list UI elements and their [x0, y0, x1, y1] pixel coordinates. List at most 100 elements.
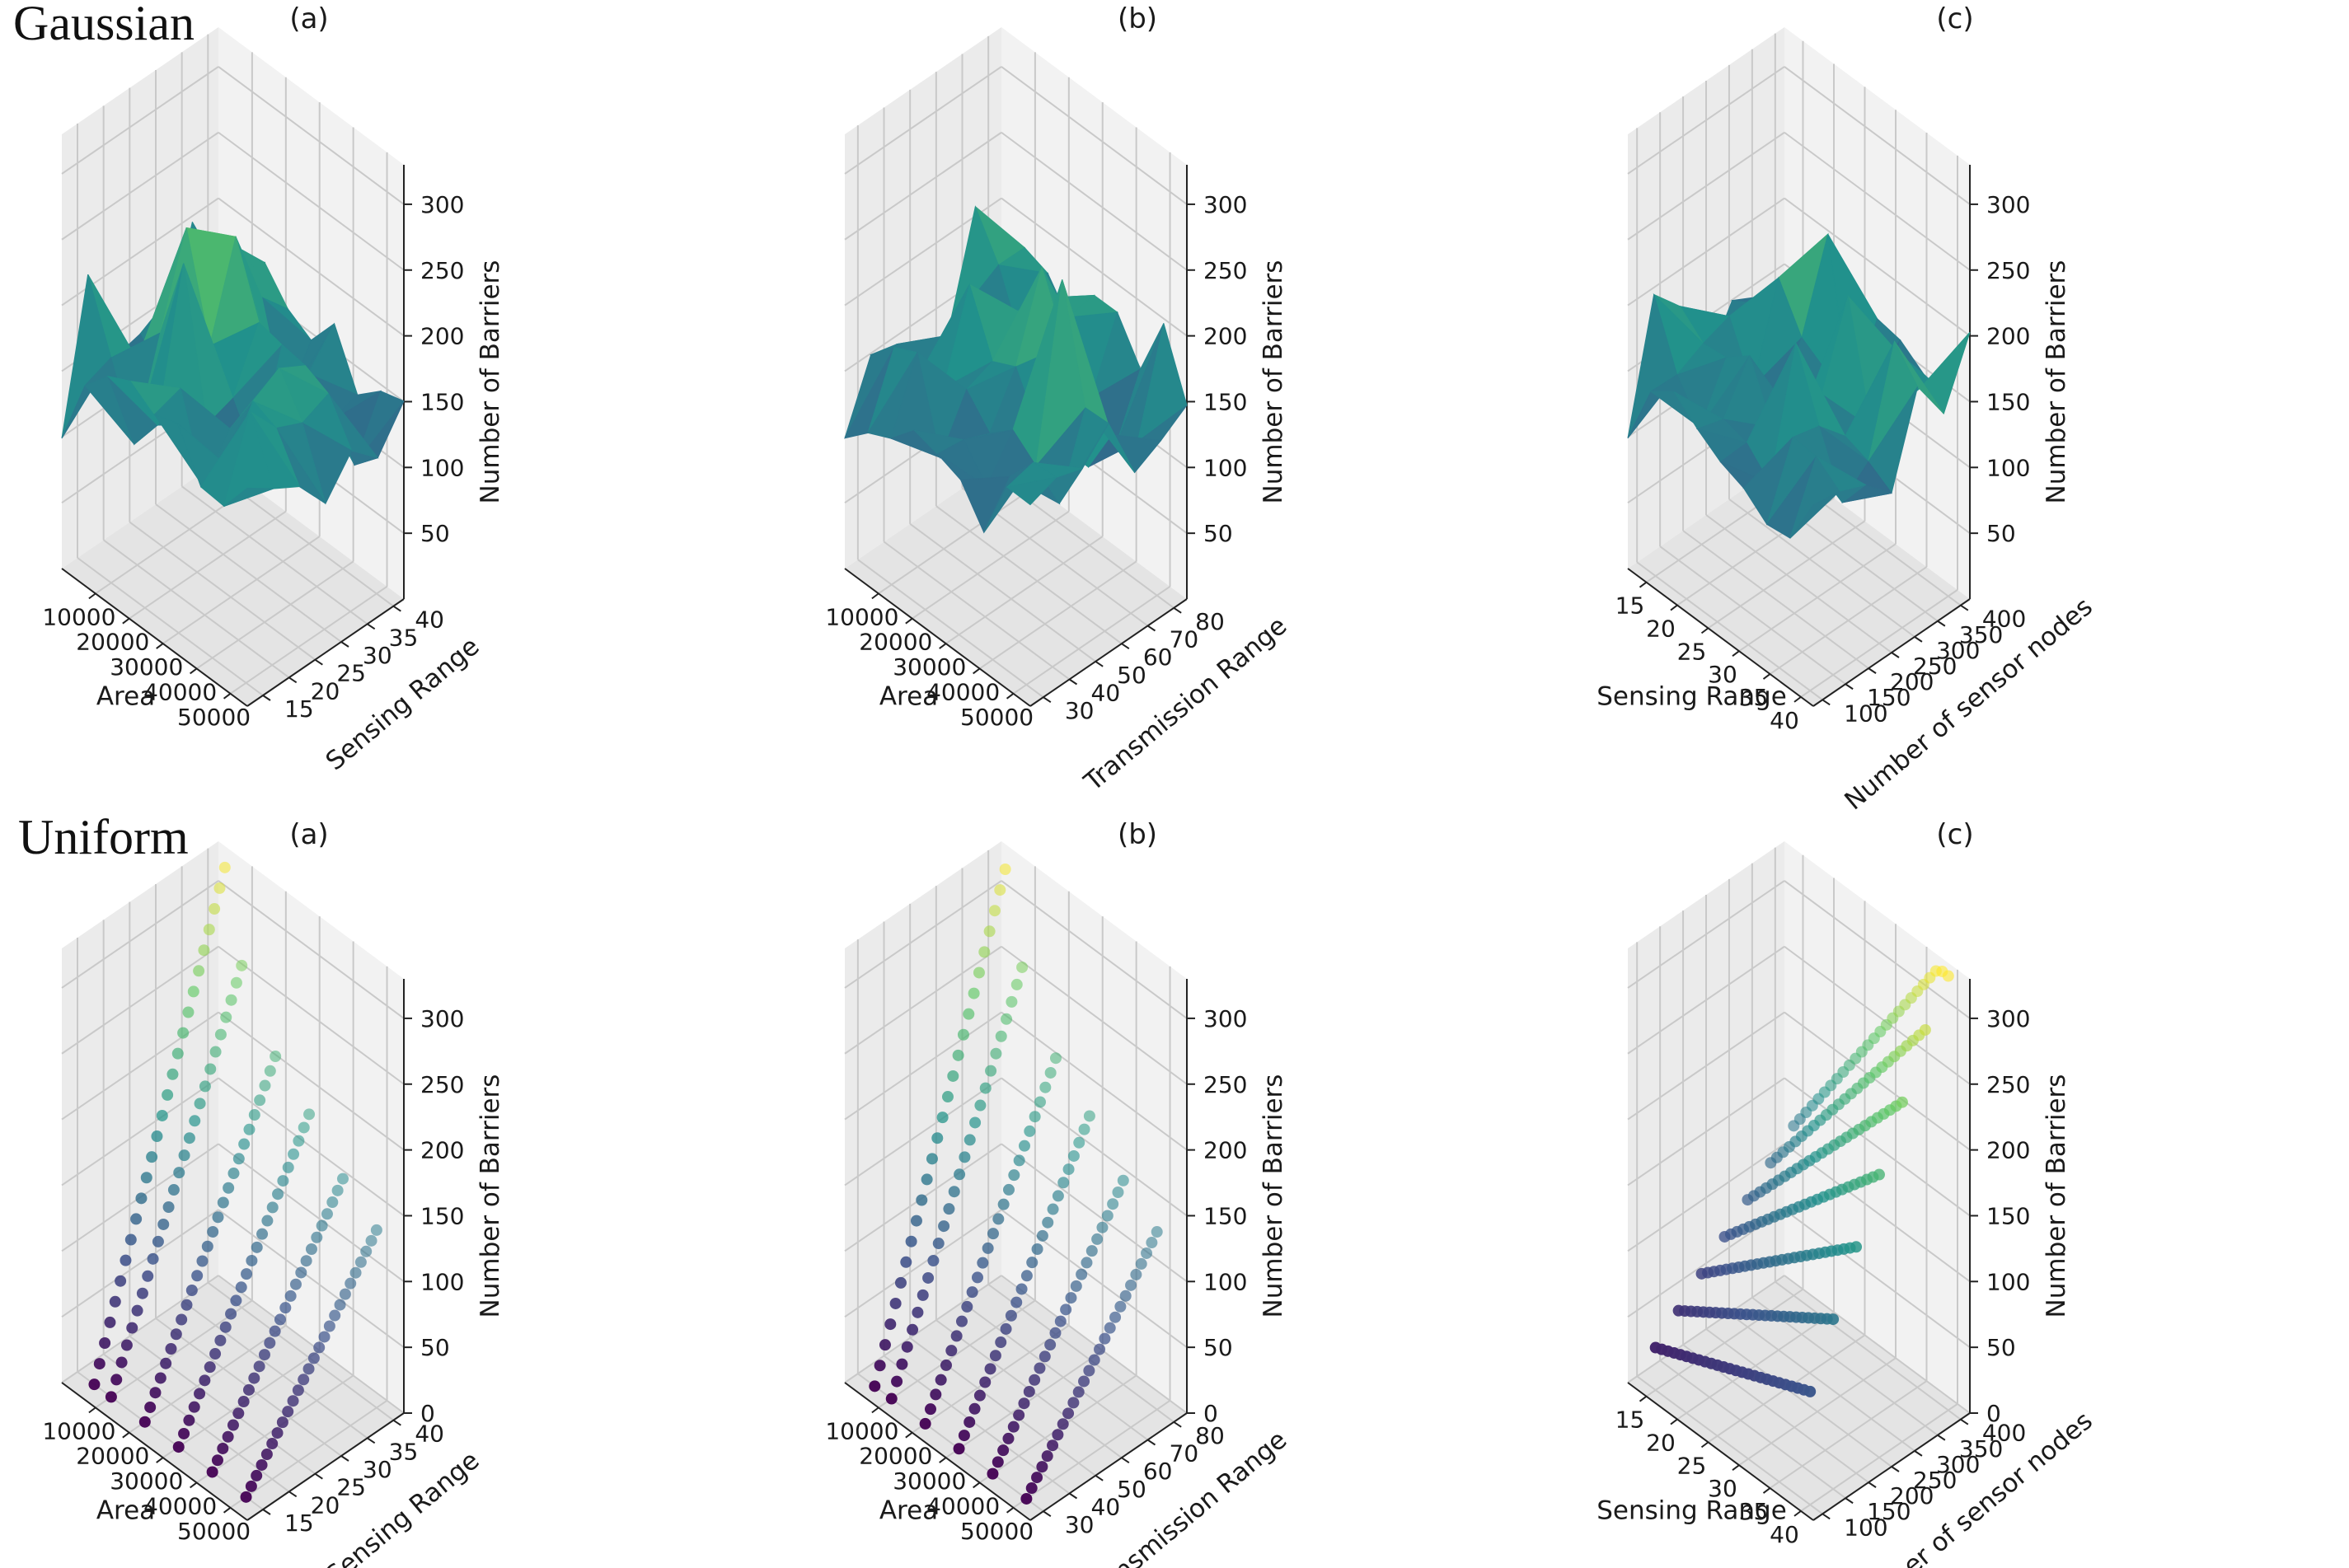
data-point	[1024, 1125, 1036, 1137]
y-tick	[1173, 607, 1182, 614]
data-point	[142, 1270, 154, 1282]
y-tick-label: 40	[1091, 680, 1121, 707]
z-tick-label: 100	[1203, 454, 1247, 481]
gridline-z	[218, 1011, 405, 1151]
y-tick	[1868, 1481, 1877, 1488]
data-point	[298, 1374, 310, 1386]
z-tick-label: 300	[1203, 191, 1247, 218]
x-tick-label: 25	[1677, 638, 1707, 665]
data-point	[258, 1349, 270, 1361]
x-tick	[905, 1431, 913, 1439]
data-point	[921, 1173, 933, 1186]
x-tick-label: 30000	[110, 653, 183, 681]
y-tick-label: 30	[363, 642, 392, 669]
x-tick-label: 30	[1708, 1475, 1737, 1502]
z-tick-label: 50	[1986, 520, 2016, 547]
x-tick-label: 15	[1615, 1407, 1645, 1434]
data-point	[176, 1313, 188, 1326]
data-point	[1023, 1385, 1035, 1397]
y-tick	[1043, 1510, 1052, 1517]
z-tick-label: 100	[1203, 1268, 1247, 1295]
y-tick-label: 100	[1844, 1514, 1887, 1541]
data-point	[932, 1238, 945, 1250]
data-point	[136, 1287, 148, 1299]
data-point	[935, 1374, 947, 1386]
data-point	[879, 1339, 891, 1351]
data-point	[245, 1480, 257, 1492]
y-tick-label: 25	[336, 660, 366, 687]
x-tick	[1639, 1395, 1648, 1402]
gridline-z	[1784, 1011, 1971, 1151]
data-point	[1034, 1096, 1046, 1108]
y-tick	[1845, 683, 1854, 690]
data-point	[182, 1006, 195, 1018]
y-tick	[1845, 1497, 1854, 1505]
gridline-x	[912, 1324, 1070, 1434]
y-tick	[367, 623, 376, 630]
data-point	[1062, 1407, 1075, 1420]
gridline-x	[229, 1399, 388, 1509]
gridline-y	[181, 485, 368, 625]
data-point	[334, 1299, 346, 1311]
z-tick-label: 100	[420, 454, 464, 481]
x-tick-label: 35	[1739, 684, 1769, 711]
data-point	[964, 1416, 976, 1428]
y-tick-label: 40	[415, 606, 444, 634]
gridline-z	[1784, 197, 1971, 337]
data-point	[1029, 1374, 1041, 1386]
x-tick-label: 40000	[143, 1492, 217, 1519]
data-point	[302, 1363, 315, 1375]
data-point	[966, 1286, 978, 1299]
data-point	[191, 1270, 204, 1282]
data-point	[189, 1115, 201, 1127]
data-point	[1000, 1322, 1012, 1335]
data-point	[1065, 1292, 1077, 1304]
data-point	[984, 1363, 996, 1375]
data-point	[209, 1348, 222, 1360]
data-point	[183, 1414, 195, 1426]
y-axis-line	[1029, 1412, 1188, 1521]
data-point	[1039, 1081, 1052, 1093]
gridline-z	[61, 945, 219, 1055]
data-point	[251, 1469, 263, 1481]
data-point	[927, 1254, 940, 1266]
y-tick	[1068, 678, 1078, 686]
panel-label: (a)	[289, 2, 328, 35]
gridline-y	[77, 557, 264, 696]
data-point	[894, 1276, 907, 1289]
gridline-z	[844, 131, 1002, 241]
gridline-y	[909, 523, 1096, 662]
x-tick-label: 10000	[42, 1417, 115, 1444]
data-point	[930, 1388, 942, 1401]
data-point	[1130, 1268, 1142, 1280]
z-axis-label: Number of Barriers	[1259, 1074, 1288, 1318]
data-point	[1016, 961, 1029, 973]
y-tick-label: 25	[336, 1474, 366, 1501]
data-point	[292, 1384, 304, 1397]
x-tick-label: 40000	[926, 678, 1000, 705]
gridline-z	[218, 880, 405, 1019]
gridline-z	[61, 1209, 219, 1318]
data-point	[238, 1138, 251, 1150]
data-point	[207, 1226, 219, 1238]
data-point	[955, 1315, 968, 1327]
data-point	[1101, 1210, 1114, 1222]
data-point	[1067, 1397, 1080, 1409]
data-point	[985, 1065, 997, 1077]
gridline-z	[1001, 880, 1188, 1019]
data-point	[941, 1091, 954, 1103]
data-point	[282, 1406, 294, 1418]
data-point	[987, 1467, 999, 1480]
gridline-z	[1627, 66, 1785, 175]
data-point	[156, 1109, 168, 1121]
data-point	[166, 1068, 179, 1080]
y-tick-label: 50	[1117, 1476, 1146, 1503]
gridline-z	[61, 131, 219, 241]
x-tick-label: 30000	[893, 653, 966, 681]
x-axis-label: Area	[879, 682, 938, 712]
x-tick	[1762, 1487, 1771, 1494]
y-tick	[1068, 1492, 1078, 1500]
